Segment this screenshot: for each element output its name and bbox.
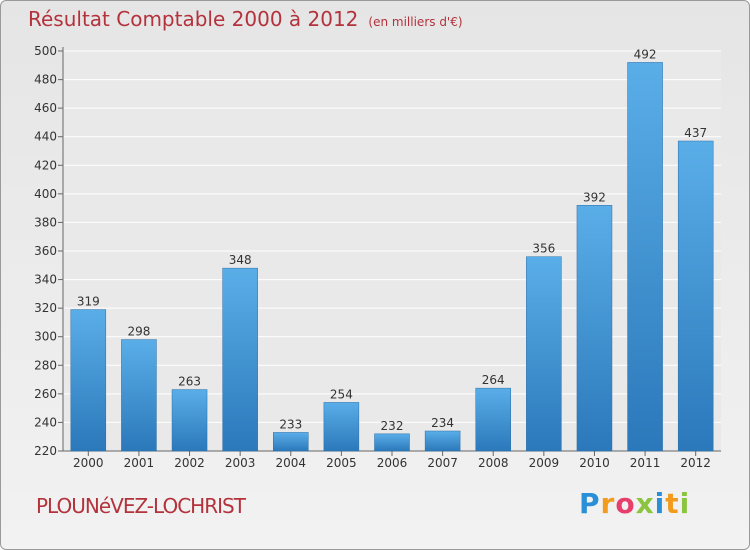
bar-2007 [424, 430, 461, 452]
data-label-2005: 254 [330, 387, 353, 401]
bar-2004 [273, 432, 309, 452]
chart-title: Résultat Comptable 2000 à 2012 (en millie… [28, 7, 463, 31]
data-label-2000: 319 [77, 295, 100, 309]
data-label-2003: 348 [229, 253, 252, 267]
data-label-2012: 437 [684, 126, 707, 140]
x-tick-label-2006: 2006 [377, 456, 408, 470]
y-tick-label: 280 [34, 358, 57, 372]
labels: 319 298 263 348 233 254 232 234 264 356 392 492 437 [77, 47, 707, 432]
x-tick-label-2000: 2000 [73, 456, 104, 470]
x-tick-label-2004: 2004 [275, 456, 306, 470]
x-tick-label-2011: 2011 [630, 456, 661, 470]
logo-letter: x [635, 487, 655, 520]
data-label-2010: 392 [583, 190, 606, 204]
gridlines [63, 50, 721, 452]
x-tick-label-2003: 2003 [225, 456, 256, 470]
y-tick-label: 300 [34, 330, 57, 344]
y-tick-label: 460 [34, 101, 57, 115]
data-label-2007: 234 [431, 416, 454, 430]
logo-letter: o [615, 487, 636, 520]
x-tick-label-2001: 2001 [124, 456, 155, 470]
logo-letter: i [654, 487, 666, 520]
x-tick-label-2007: 2007 [427, 456, 458, 470]
logo-letter: t [665, 487, 680, 520]
x-tick-label-2005: 2005 [326, 456, 357, 470]
bar-2005 [323, 402, 360, 452]
x-tick-label-2012: 2012 [680, 456, 711, 470]
bar-2001 [121, 339, 157, 452]
bar-2010 [576, 205, 613, 452]
x-tick-label-2009: 2009 [529, 456, 560, 470]
data-label-2001: 298 [127, 325, 150, 339]
data-label-2011: 492 [634, 47, 657, 61]
bar-2008 [475, 387, 511, 452]
x-tick-label-2002: 2002 [174, 456, 205, 470]
data-label-2009: 356 [532, 242, 555, 256]
bar-2009 [526, 256, 562, 452]
y-tick-label: 440 [34, 130, 57, 144]
y-tick-label: 480 [34, 73, 57, 87]
y-tick-label: 320 [34, 301, 57, 315]
x-tick-label-2008: 2008 [478, 456, 509, 470]
y-tick-label: 220 [34, 444, 57, 458]
logo-letter: P [579, 487, 601, 520]
bar-2002 [171, 389, 208, 452]
data-label-2006: 232 [381, 419, 404, 433]
data-label-2002: 263 [178, 375, 201, 389]
x-tick-label-2010: 2010 [579, 456, 610, 470]
data-label-2004: 233 [279, 417, 302, 431]
y-tick-label: 380 [34, 215, 57, 229]
bar-2011 [627, 62, 663, 452]
title-text: Résultat Comptable 2000 à 2012 [28, 7, 359, 31]
y-tick-label: 420 [34, 158, 57, 172]
logo-letter: r [600, 487, 616, 520]
commune-name: PLOUNéVEZ-LOCHRIST [36, 494, 246, 518]
y-tick-label: 340 [34, 273, 57, 287]
data-label-2008: 264 [482, 373, 505, 387]
y-tick-label: 500 [34, 44, 57, 58]
proxiti-logo[interactable]: Proxiti [579, 487, 690, 520]
logo-letter: i [679, 487, 691, 520]
bar-2012 [677, 140, 714, 452]
y-tick-label: 360 [34, 244, 57, 258]
y-tick-label: 400 [34, 187, 57, 201]
bar-2003 [222, 267, 258, 452]
bars [70, 62, 714, 452]
bar-2000 [70, 309, 107, 452]
bar-2006 [374, 433, 410, 452]
unit-label: (en milliers d'€) [368, 15, 463, 29]
y-tick-label: 240 [34, 415, 57, 429]
y-tick-label: 260 [34, 387, 57, 401]
